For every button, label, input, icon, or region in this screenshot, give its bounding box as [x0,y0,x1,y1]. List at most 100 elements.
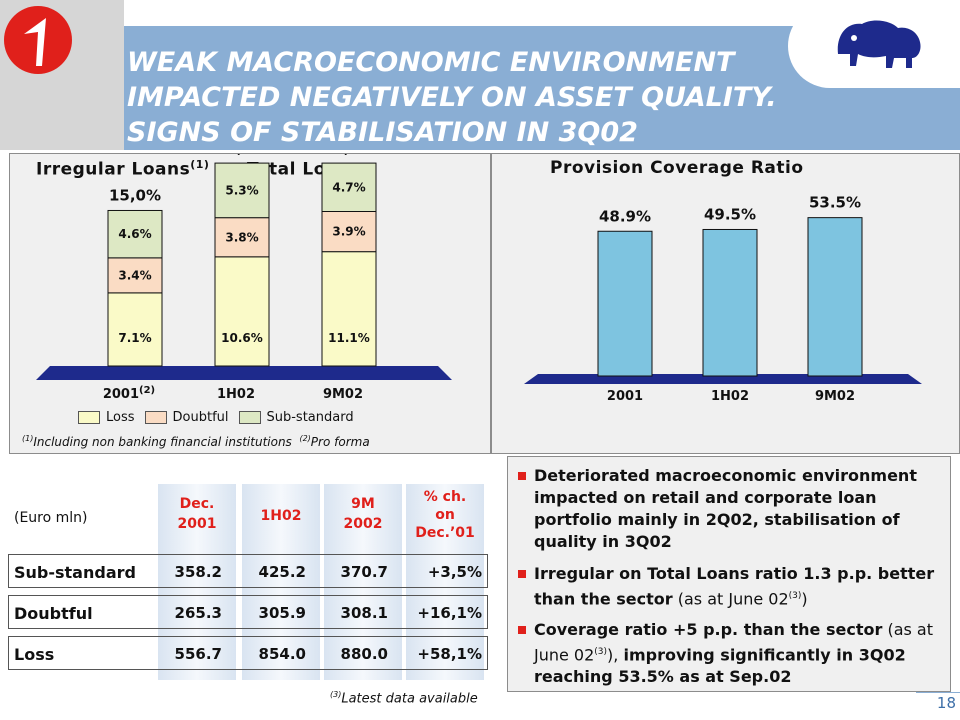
x-tick-9m02: 9M02 [815,389,855,404]
bar-label-substandard-1h02: 5.3% [225,183,258,197]
coverage-label-2001: 48.9% [599,207,651,225]
bar-label-substandard-2001: 4.6% [118,227,151,241]
bar-segment-doubtful-1h02 [214,217,270,258]
page-number-rule [916,692,960,693]
table-footnote-text: Latest data available [341,691,478,707]
column-header-1h02: 1H02 [260,508,302,524]
cell-doubtful-9m2002: 308.1 [340,604,388,622]
legend-label-loss: Loss [106,410,135,425]
legend-item-substandard: Sub-standard [238,410,354,425]
page-title: WEAK MACROECONOMIC ENVIRONMENT IMPACTED … [127,47,777,148]
column-bg-change [406,484,484,680]
bar-total-2001: 15,0% [109,186,161,204]
coverage-label-9m02: 53.5% [809,194,861,212]
cell-substandard-9m2002: 370.7 [340,563,388,581]
cell-substandard-dec2001: 358.2 [174,563,222,581]
coverage-ratio-chart-title: Provision Coverage Ratio [550,158,804,178]
bullet-2: Irregular on Total Loans ratio 1.3 p.p. … [518,563,950,610]
cell-substandard-change: +3,5% [427,563,482,581]
bar-total-1h02: 19,7% [216,154,268,157]
bar-total-9m02: 19,6% [323,154,375,157]
table-unit-label: (Euro mln) [14,510,88,526]
footnote-1-text: Including non banking financial institut… [33,435,292,449]
bullet-2-rest-text: (as at June 02 [672,589,789,609]
cell-loss-9m2002: 880.0 [340,645,388,663]
chart-title-text: Irregular Loans [36,159,191,180]
coverage-ratio-chart: 48.9% 2001 49.5% 1H02 53.5% 9M02 [524,194,922,404]
table-footnote: (3)Latest data available [330,690,478,706]
cell-doubtful-1h02: 305.9 [258,604,306,622]
footnote-2-mark: (2) [299,434,311,443]
legend-label-substandard: Sub-standard [266,410,354,425]
bar-label-loss-1h02: 10.6% [221,331,263,345]
legend-item-doubtful: Doubtful [144,410,229,425]
table-row-substandard [8,554,488,588]
table-row-loss [8,636,488,670]
row-label-substandard: Sub-standard [14,563,136,582]
bullet-3-bold-text: Coverage ratio +5 p.p. than the sector [534,620,883,639]
legend-swatch-loss [78,411,100,424]
cell-loss-change: +58,1% [417,645,482,663]
bullet-square-icon [518,626,526,634]
bullet-3: Coverage ratio +5 p.p. than the sector (… [518,619,950,688]
bar-segment-loss-9m02 [321,251,377,367]
bar-segment-loss-2001 [107,292,163,367]
cell-substandard-1h02: 425.2 [258,563,306,581]
x-tick-1h02: 1H02 [217,387,255,402]
bank-logo-icon [4,6,72,74]
coverage-bar-1h02 [702,228,758,377]
column-header-9m2002: 9M 2002 [343,496,383,532]
column-header-change: % ch. on Dec.’01 [415,489,475,541]
x-tick-footnote-mark: (2) [139,385,155,396]
row-label-doubtful: Doubtful [14,604,93,623]
legend-item-loss: Loss [78,410,135,425]
chart-title-footnote-mark: (1) [190,158,210,171]
bar-segment-substandard-2001 [107,209,163,259]
cell-doubtful-dec2001: 265.3 [174,604,222,622]
bison-logo [788,4,960,88]
cell-loss-1h02: 854.0 [258,645,306,663]
cell-doubtful-change: +16,1% [417,604,482,622]
bar-label-loss-9m02: 11.1% [328,331,370,345]
commentary-panel: Deteriorated macroeconomic environment i… [507,456,951,692]
table-row-doubtful [8,595,488,629]
coverage-ratio-chart-panel: Provision Coverage Ratio 48.9% 2001 49.5% 1… [491,153,960,454]
column-bg-dec2001 [158,484,236,680]
bullet-2-footnote-mark: (3) [788,591,802,601]
bullet-1: Deteriorated macroeconomic environment i… [518,465,950,553]
footnote-2-text: Pro forma [310,435,370,449]
table-footnote-mark: (3) [330,690,342,699]
chart-legend: Loss Doubtful Sub-standard [78,410,364,425]
bullet-square-icon [518,472,526,480]
chart-footnotes: (1)Including non banking financial insti… [22,434,370,449]
x-tick-2001: 2001(2) [103,385,155,402]
legend-swatch-doubtful [144,411,167,424]
cell-loss-dec2001: 556.7 [174,645,222,663]
x-tick-1h02: 1H02 [711,389,749,404]
legend-swatch-substandard [238,411,261,424]
bar-label-doubtful-2001: 3.4% [118,268,151,282]
coverage-label-1h02: 49.5% [704,205,756,223]
bullet-3-rest-text: (as at June 02 [534,620,933,665]
bullet-1-text: Deteriorated macroeconomic environment i… [534,466,917,551]
bullet-3-footnote-mark: (3) [594,647,608,657]
row-label-loss: Loss [14,645,55,664]
irregular-loans-chart: 7.1% 3.4% 4.6% 15,0% 2001(2) 10.6% 3.8% 5.3% 19,… [36,154,452,402]
bar-label-doubtful-9m02: 3.9% [332,225,365,239]
x-tick-9m02: 9M02 [323,387,363,402]
column-bg-1h02 [242,484,320,680]
bar-label-doubtful-1h02: 3.8% [225,230,258,244]
bar-label-substandard-9m02: 4.7% [332,180,365,194]
coverage-bar-9m02 [807,217,863,377]
bar-segment-doubtful-9m02 [321,211,377,253]
irregular-loans-chart-panel: Irregular Loans(1) on Total Loans 7.1% 3.… [9,153,491,454]
bison-logo-icon [837,20,921,68]
bullet-3-bold2-text: improving significantly in 3Q02 reaching… [534,645,906,687]
bullet-2-end-text: ) [801,589,808,609]
x-tick-2001: 2001 [607,389,643,404]
chart-floor [36,366,452,380]
coverage-bar-2001 [597,230,653,377]
bullet-2-bold-text: Irregular on Total Loans ratio 1.3 p.p. … [534,564,935,609]
bar-segment-loss-1h02 [214,256,270,367]
legend-label-doubtful: Doubtful [172,410,229,425]
